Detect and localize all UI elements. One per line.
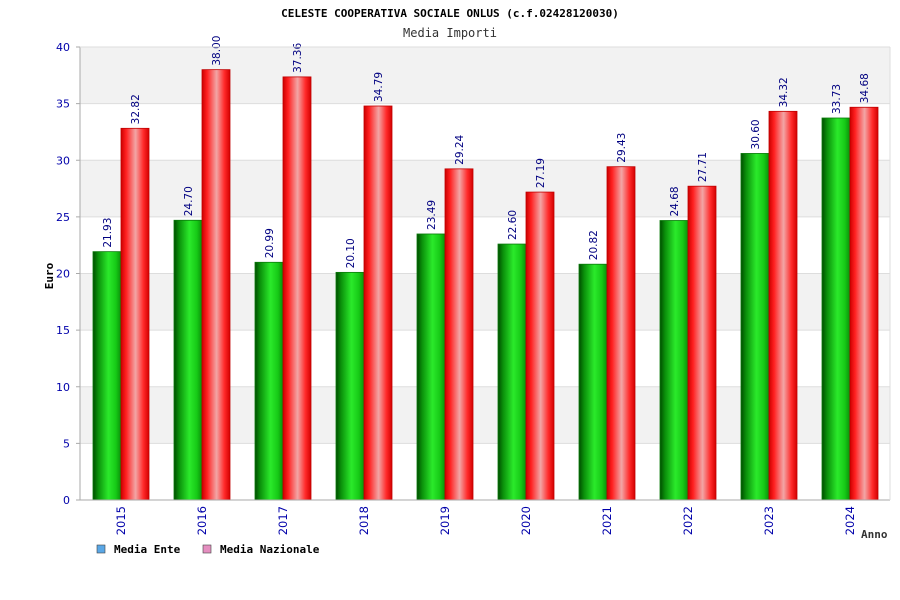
grid-band [80,47,890,104]
bar-media-ente [578,263,608,501]
x-tick-label: 2023 [762,506,776,535]
bar-media-nazionale [363,105,393,501]
x-tick-label: 2015 [114,506,128,535]
y-tick-label: 20 [56,268,70,281]
legend-item-media-nazionale: Media Nazionale [202,543,320,556]
x-tick-label: 2017 [276,506,290,535]
x-tick-label: 2021 [600,506,614,535]
legend: Media Ente Media Nazionale [96,543,320,556]
data-label: 20.82 [588,230,600,260]
bar-media-nazionale [768,110,798,501]
y-tick-label: 30 [56,154,70,167]
bar-media-nazionale [201,69,231,501]
x-tick-label: 2016 [195,506,209,535]
chart-subtitle: Media Importi [403,26,497,40]
data-label: 23.49 [426,200,438,230]
data-labels-layer: 21.93 32.82 24.70 38.00 20.99 37.36 20.10 34.79… [102,36,871,269]
x-tick-label: 2020 [519,506,533,535]
data-label: 24.70 [183,186,195,216]
bar-media-ente [335,271,365,501]
legend-swatch-media-ente [96,544,106,554]
y-tick-label: 35 [56,98,70,111]
legend-item-media-ente: Media Ente [96,543,181,556]
legend-swatch-media-nazionale [202,544,212,554]
data-label: 33.73 [831,84,843,114]
legend-label-media-ente: Media Ente [114,543,181,556]
bar-media-ente [497,243,527,501]
data-label: 34.32 [778,77,790,107]
data-label: 30.60 [750,119,762,149]
legend-label-media-nazionale: Media Nazionale [220,543,320,556]
bar-media-ente [173,219,203,501]
data-label: 34.68 [859,73,871,103]
bar-media-ente [416,233,446,501]
bar-media-ente [254,261,284,501]
bar-media-ente [821,117,851,501]
data-label: 32.82 [130,94,142,124]
data-label: 22.60 [507,210,519,240]
bar-media-ente [740,153,770,501]
y-tick-label: 5 [63,437,70,450]
chart-title: CELESTE COOPERATIVA SOCIALE ONLUS (c.f.0… [281,7,619,20]
y-tick-label: 0 [63,494,70,507]
y-tick-label: 15 [56,324,70,337]
bar-media-ente [659,220,689,501]
data-label: 20.10 [345,238,357,268]
bar-media-nazionale [282,76,312,501]
axes-layer [76,46,891,501]
x-tick-labels: 2015 2016 2017 2018 2019 2020 2021 2022 2023 2024 [114,506,857,535]
data-label: 27.19 [535,158,547,188]
bar-media-nazionale [444,168,474,501]
y-axis-title: Euro [43,262,56,289]
y-tick-label: 40 [56,41,70,54]
data-label: 37.36 [292,43,304,73]
data-label: 29.24 [454,134,466,164]
bar-media-ente [92,251,122,501]
data-label: 29.43 [616,133,628,163]
x-tick-label: 2018 [357,506,371,535]
bar-media-nazionale [687,185,717,501]
y-tick-label: 25 [56,211,70,224]
data-label: 24.68 [669,186,681,216]
bar-media-nazionale [606,166,636,501]
data-label: 34.79 [373,72,385,102]
bar-media-nazionale [120,127,150,501]
data-label: 27.71 [697,152,709,182]
y-tick-labels: 0 5 10 15 20 25 30 35 40 [56,41,70,507]
x-tick-label: 2022 [681,506,695,535]
data-label: 38.00 [211,36,223,66]
data-label: 21.93 [102,218,114,248]
bars-layer [92,69,879,501]
bar-media-nazionale [849,106,879,501]
x-tick-label: 2019 [438,506,452,535]
bar-media-nazionale [525,191,555,501]
x-tick-label: 2024 [843,506,857,535]
data-label: 20.99 [264,228,276,258]
y-tick-label: 10 [56,381,70,394]
x-axis-title: Anno [861,528,888,541]
